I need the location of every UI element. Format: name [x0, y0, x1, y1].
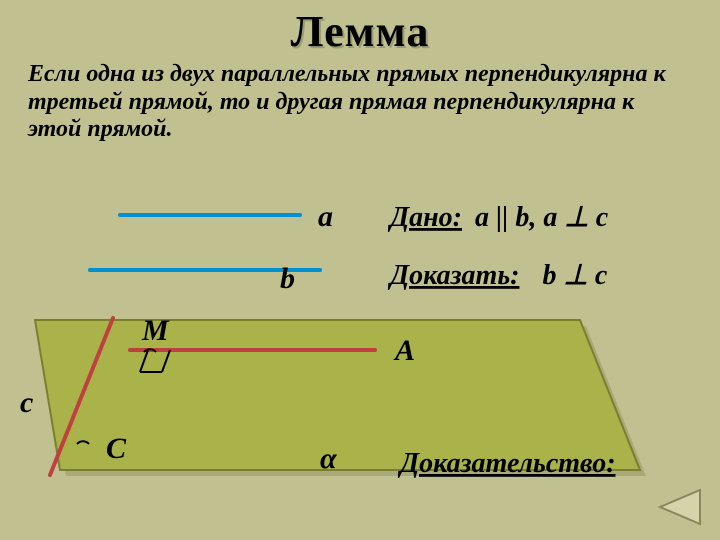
- label-c: c: [20, 386, 33, 419]
- label-C: C: [106, 432, 127, 465]
- prove-text: Доказать: b ⊥ c: [387, 260, 608, 291]
- diagram-canvas: ab c M A Cα Дано: a || b, a ⊥ c Доказать: b ⊥ …: [0, 180, 720, 540]
- label-a: a: [318, 200, 333, 233]
- label-A: A: [393, 334, 415, 367]
- lemma-statement: Если одна из двух параллельных прямых пе…: [0, 57, 720, 144]
- label-b: b: [280, 262, 295, 295]
- label-alpha: α: [320, 442, 337, 475]
- prev-slide-button[interactable]: [656, 488, 702, 526]
- slide-title: Лемма: [0, 0, 720, 57]
- proof-text: Доказательство:: [397, 448, 616, 479]
- given-text: Дано: a || b, a ⊥ c: [387, 202, 609, 233]
- label-M: M: [141, 314, 170, 347]
